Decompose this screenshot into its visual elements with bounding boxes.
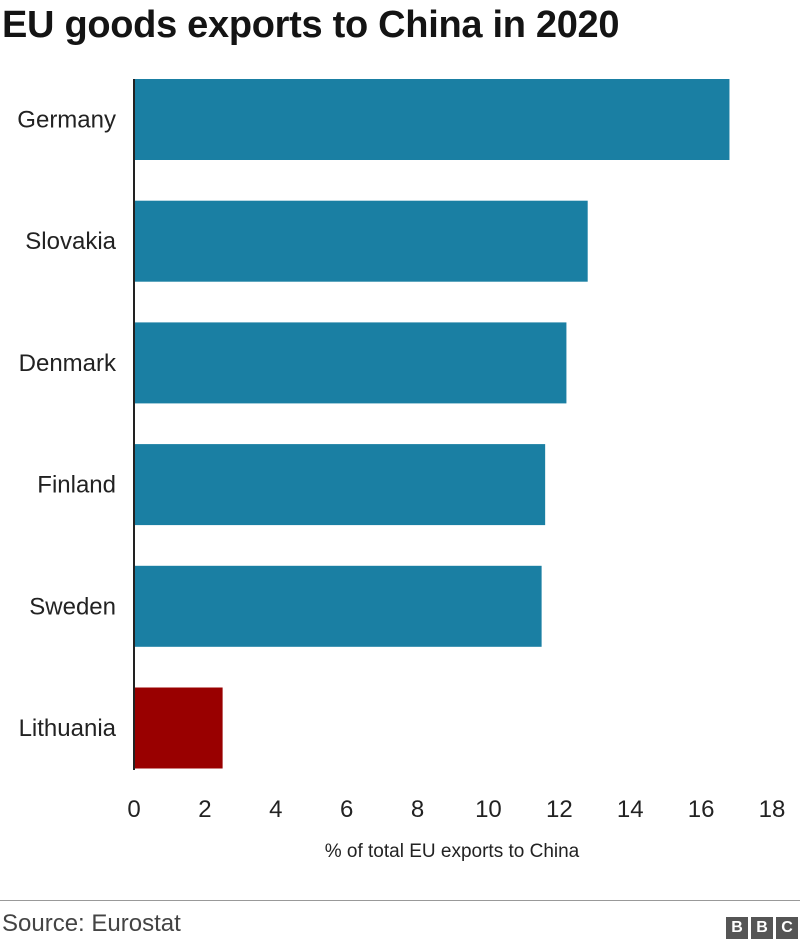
source-note: Source: Eurostat [2, 910, 181, 937]
x-tick-label: 0 [127, 796, 140, 823]
category-label-sweden: Sweden [29, 593, 116, 620]
x-axis-title: % of total EU exports to China [325, 841, 580, 862]
bbc-logo-letter: B [751, 917, 773, 939]
category-label-slovakia: Slovakia [25, 228, 116, 255]
bbc-logo-letter: C [776, 917, 798, 939]
chart-title: EU goods exports to China in 2020 [2, 4, 620, 46]
x-tick-label: 16 [688, 796, 715, 823]
x-tick-label: 2 [198, 796, 211, 823]
bar-chart: Germany Slovakia Denmark Finland Sweden Lithu… [17, 79, 785, 862]
bar-germany [134, 79, 730, 160]
bar-denmark [134, 322, 567, 404]
category-labels: Germany Slovakia Denmark Finland Sweden Lithu… [17, 107, 117, 743]
x-tick-label: 12 [546, 796, 573, 823]
x-tick-label: 10 [475, 796, 502, 823]
x-tick-label: 14 [617, 796, 644, 823]
footer-divider [0, 900, 800, 901]
bar-finland [134, 444, 546, 526]
x-tick-label: 8 [411, 796, 424, 823]
x-tick-labels: 0 2 4 6 8 10 12 14 16 18 [127, 796, 785, 823]
bbc-logo-letter: B [726, 917, 748, 939]
bars-group [134, 79, 730, 769]
category-label-denmark: Denmark [19, 350, 117, 377]
category-label-germany: Germany [17, 107, 116, 134]
category-label-lithuania: Lithuania [19, 715, 117, 742]
x-tick-label: 18 [759, 796, 786, 823]
bar-slovakia [134, 200, 588, 282]
x-tick-label: 6 [340, 796, 353, 823]
x-tick-label: 4 [269, 796, 282, 823]
bbc-logo: B B C [726, 917, 798, 939]
bar-sweden [134, 565, 542, 647]
category-label-finland: Finland [37, 472, 116, 499]
bar-lithuania [134, 687, 223, 769]
